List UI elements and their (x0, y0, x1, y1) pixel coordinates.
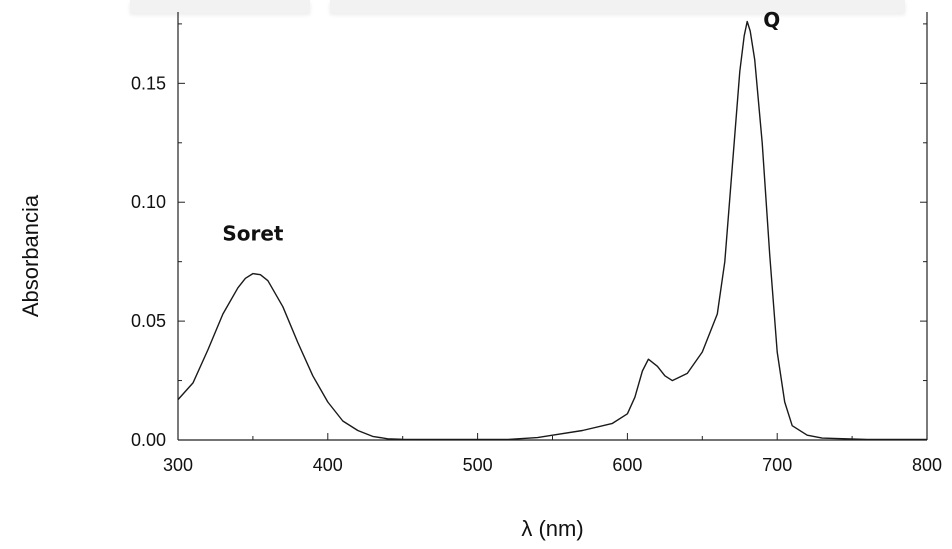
x-tick-label: 800 (912, 455, 942, 475)
y-tick-label: 0.10 (131, 192, 166, 212)
q-band-label: Q (763, 8, 780, 32)
x-axis-title: λ (nm) (521, 516, 583, 541)
axis-ticks (177, 23, 928, 441)
y-tick-label: 0.00 (131, 430, 166, 450)
y-tick-label: 0.05 (131, 311, 166, 331)
plot-frame (177, 12, 928, 441)
x-tick-label: 500 (463, 455, 493, 475)
x-tick-label: 600 (612, 455, 642, 475)
y-axis-title: Absorbancia (18, 194, 43, 317)
absorbance-series-line (177, 20, 927, 441)
x-tick-label: 400 (313, 455, 343, 475)
top-strip-right (330, 0, 905, 13)
top-strip-left (130, 0, 310, 13)
axis-tick-labels: 300 400 500 600 700 800 0.00 0.05 0.10 0.15 (131, 73, 942, 475)
soret-band-label: Soret (222, 221, 284, 245)
x-tick-label: 300 (163, 455, 193, 475)
x-tick-label: 700 (762, 455, 792, 475)
y-tick-label: 0.15 (131, 73, 166, 93)
